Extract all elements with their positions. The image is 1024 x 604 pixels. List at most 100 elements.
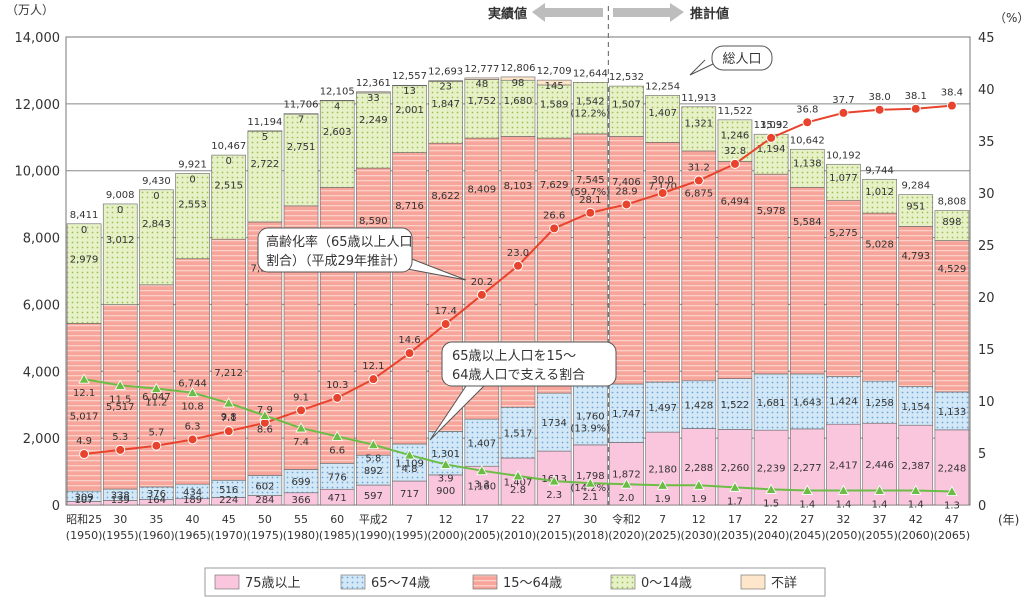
support-ratio-label: 6.6 — [329, 445, 345, 456]
bar-segment-age1564 — [175, 258, 210, 485]
support-ratio-label: 1.4 — [872, 499, 888, 510]
support-ratio-label: 3.9 — [438, 473, 454, 484]
annotation-aging-line2: 割合）（平成29年推計） — [266, 253, 406, 269]
x-tick-year: (2015) — [536, 529, 573, 542]
bar-segment-age014 — [934, 210, 970, 241]
bar-segment-unknown — [500, 76, 536, 81]
aging-rate-label: 14.6 — [398, 335, 420, 346]
bar-value-label-age75: 597 — [364, 491, 383, 502]
legend-frame — [204, 567, 826, 597]
x-tick-year: (2000) — [427, 529, 464, 542]
x-tick-era: 30 — [583, 513, 597, 526]
x-tick-year: (2040) — [753, 529, 790, 542]
y-tick-label: 10,000 — [15, 165, 61, 180]
support-ratio-point — [114, 379, 126, 390]
x-tick-year: (1955) — [102, 529, 139, 542]
bar-segment-age014 — [66, 223, 102, 324]
bar-segment-age1564 — [753, 173, 789, 375]
bar-value-label-age75: 139 — [111, 495, 130, 506]
aging-rate-label: 37.7 — [832, 95, 854, 106]
bar-total-label: 12,105 — [320, 86, 355, 97]
support-ratio-point — [259, 409, 271, 420]
bar-segment-age014 — [102, 203, 138, 305]
bar-value-label-age014: 2,001 — [395, 105, 424, 116]
support-ratio-label: 2.0 — [619, 493, 635, 504]
x-tick-year: (1965) — [174, 529, 211, 542]
bar-segment-age6574 — [862, 380, 897, 424]
bar-total-label: 10,467 — [211, 141, 246, 152]
support-ratio-point — [186, 386, 199, 398]
x-tick-year: (1960) — [138, 529, 175, 542]
bar-value-label-age014: 898 — [942, 217, 961, 228]
bar-value-label-age75: 1,160 — [468, 482, 497, 493]
bar-segment-age014 — [211, 154, 247, 240]
bar-value-label-unknown: 13 — [403, 86, 416, 97]
bar-value-label-age1564: 5,017 — [70, 412, 99, 423]
bar-segment-age014 — [681, 106, 717, 152]
bar-segment-age75 — [500, 457, 536, 506]
bar-value-label-age6574: 434 — [183, 487, 202, 498]
x-tick-era: 30 — [113, 513, 127, 526]
bar-value-label-age1564: 7,212 — [214, 368, 243, 379]
bar-value-label-age6574: 1,747 — [612, 409, 641, 420]
bar-total-label: 11,706 — [284, 100, 319, 111]
support-ratio-point — [440, 458, 452, 469]
left-axis-unit: （万人） — [6, 3, 54, 17]
x-tick-year: (1980) — [283, 529, 320, 542]
bar-value-label-age6574: 1,133 — [938, 407, 967, 418]
bar-segment-age6574 — [934, 391, 970, 431]
support-ratio-label: 2.8 — [510, 485, 526, 496]
bar-total-label: 9,008 — [106, 190, 135, 201]
bar-value-label-age1564: 8,103 — [504, 181, 533, 192]
aging-rate-label: 5.7 — [148, 428, 164, 439]
x-tick-era: 50 — [258, 513, 272, 526]
bar-value-label-age1564: 5,584 — [793, 217, 822, 228]
bar-segment-age1564 — [428, 142, 463, 432]
bar-segment-age1564 — [789, 186, 825, 375]
bar-total-label: 12,644 — [573, 68, 608, 79]
bar-total-label: 9,284 — [901, 181, 930, 192]
aging-rate-label: 4.9 — [76, 436, 92, 447]
aging-rate-point — [874, 104, 885, 115]
bar-total-label: 12,254 — [645, 81, 680, 92]
support-ratio-label: 11.2 — [145, 398, 167, 409]
x-tick-era: 35 — [149, 513, 163, 526]
bar-segment-age014 — [862, 178, 897, 214]
bar-segment-age014 — [319, 100, 355, 188]
bar-segment-age014 — [645, 95, 680, 143]
annotation-aging-box — [257, 227, 413, 273]
bar-value-label-age6574: 1,301 — [431, 449, 460, 460]
bar-value-label-age014: 1,138 — [793, 159, 822, 170]
aging-rate-label: 23.0 — [507, 248, 529, 259]
bar-segment-unknown — [392, 84, 427, 87]
support-ratio-label: 10.8 — [181, 402, 203, 413]
annotation-support: 65歳以上人口を15～ 64歳人口で支える割合 — [429, 341, 617, 441]
bar-total-label: 9,921 — [178, 159, 207, 170]
annotation-support-pointer — [429, 379, 489, 441]
bar-value-label-age014: 1,507 — [612, 100, 641, 111]
bar-value-label-age6574: 1,424 — [829, 396, 858, 407]
bar-value-label-unknown: 48 — [475, 79, 488, 90]
x-tick-year: (2025) — [644, 529, 681, 542]
bar-total-label: 12,557 — [392, 71, 427, 82]
bar-value-label-unknown: 145 — [545, 81, 564, 92]
bar-value-label-age1564: 5,978 — [757, 206, 786, 217]
x-tick-year: (2055) — [861, 529, 898, 542]
bar-value-label-age014: 1,752 — [468, 96, 497, 107]
x-tick-year: (2005) — [464, 529, 501, 542]
legend-swatch-age014 — [610, 574, 636, 590]
bar-segment-age1564 — [862, 212, 897, 382]
bar-value-label-unknown: 33 — [367, 93, 380, 104]
bar-value-label-age014: 1,542 (12.2%) — [571, 96, 611, 119]
bar-total-label: 12,693 — [428, 67, 463, 78]
y-tick-label: 4,000 — [23, 365, 60, 380]
bar-segment-age014 — [464, 79, 500, 139]
x-tick-era: 45 — [222, 513, 236, 526]
bar-value-label-age75: 1,872 — [612, 470, 641, 481]
aging-rate-point — [766, 132, 777, 143]
bar-total-label: 11,092 — [754, 120, 789, 131]
support-ratio-label: 4.8 — [402, 464, 418, 475]
annotation-aging-line1: 高齢化率（65歳以上人口 — [266, 234, 413, 250]
bar-segment-age014 — [283, 113, 319, 207]
bar-segment-age014 — [356, 92, 391, 169]
